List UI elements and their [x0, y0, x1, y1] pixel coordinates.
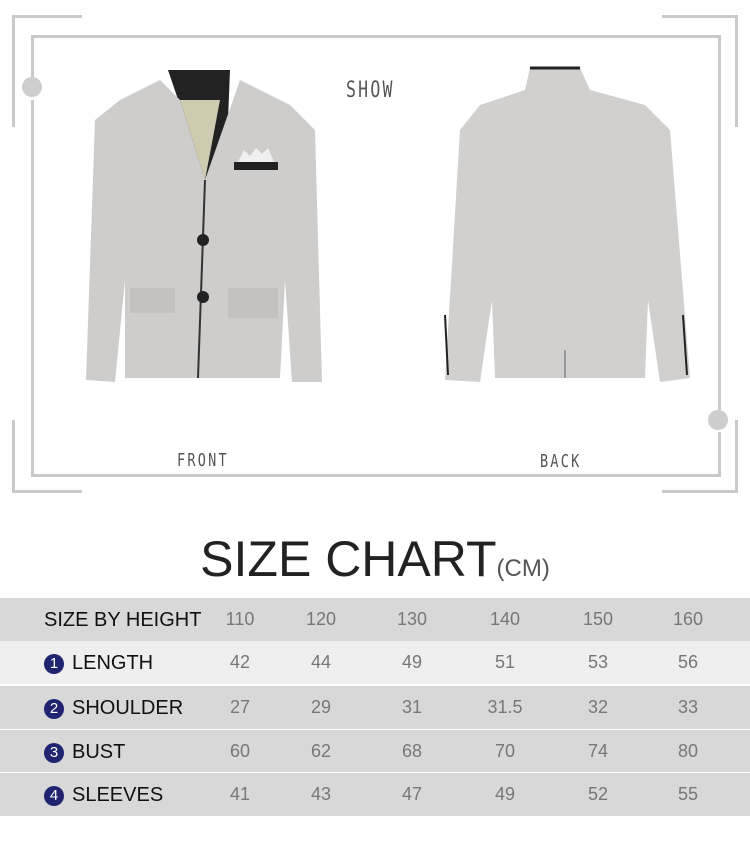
- row-label-text: SLEEVES: [72, 784, 164, 806]
- table-cell: 51: [494, 652, 516, 672]
- table-row: 4 SLEEVES 41 43 47 49 52 55: [0, 772, 750, 816]
- table-cell: 49: [401, 652, 423, 672]
- table-cell: 29: [310, 697, 332, 717]
- unit-label: (CM): [496, 555, 550, 582]
- row-label-text: BUST: [72, 741, 126, 763]
- row-number-badge: 3: [44, 742, 64, 763]
- size-header-cell: 120: [305, 609, 337, 629]
- size-header-cell: 110: [225, 609, 255, 629]
- table-cell: 60: [229, 741, 251, 761]
- table-cell: 68: [401, 741, 423, 761]
- table-cell: 41: [229, 784, 251, 804]
- size-header-cell: 160: [672, 609, 704, 629]
- table-cell: 31: [401, 697, 423, 717]
- table-cell: 80: [677, 741, 699, 761]
- jacket-front-image: [86, 70, 322, 382]
- table-cell: 56: [677, 652, 699, 672]
- table-cell: 74: [587, 741, 609, 761]
- row-label-text: SIZE BY HEIGHT: [44, 609, 202, 631]
- front-label: FRONT: [177, 450, 229, 471]
- table-cell: 44: [310, 652, 332, 672]
- size-header-cell: 150: [582, 609, 614, 629]
- row-label: 1 LENGTH: [44, 652, 153, 675]
- row-number-badge: 4: [44, 785, 64, 806]
- row-number-badge: 1: [44, 653, 64, 674]
- table-cell: 70: [494, 741, 516, 761]
- table-row: 2 SHOULDER 27 29 31 31.5 32 33: [0, 685, 750, 729]
- jacket-back-image: [444, 66, 690, 382]
- show-title: SHOW: [346, 78, 395, 103]
- table-cell: 33: [677, 697, 699, 717]
- size-header-cell: 130: [396, 609, 428, 629]
- table-cell: 27: [229, 697, 251, 717]
- row-label-text: LENGTH: [72, 652, 154, 674]
- table-cell: 47: [401, 784, 423, 804]
- table-cell: 42: [229, 652, 251, 672]
- table-header-row: SIZE BY HEIGHT 110 120 130 140 150 160: [0, 598, 750, 641]
- size-chart-heading: SIZE CHART: [200, 531, 497, 587]
- table-cell: 62: [310, 741, 332, 761]
- row-number-badge: 2: [44, 698, 64, 719]
- row-label: 4 SLEEVES: [44, 784, 163, 807]
- table-cell: 55: [677, 784, 699, 804]
- table-cell: 32: [587, 697, 609, 717]
- table-cell: 52: [587, 784, 609, 804]
- row-label: SIZE BY HEIGHT: [44, 609, 201, 632]
- table-cell: 53: [587, 652, 609, 672]
- row-label-text: SHOULDER: [72, 697, 184, 719]
- row-label: 3 BUST: [44, 741, 125, 764]
- table-row: 3 BUST 60 62 68 70 74 80: [0, 729, 750, 773]
- row-label: 2 SHOULDER: [44, 697, 183, 720]
- table-cell: 43: [310, 784, 332, 804]
- table-row: 1 LENGTH 42 44 49 51 53 56: [0, 641, 750, 684]
- size-header-cell: 140: [489, 609, 521, 629]
- table-cell: 31.5: [487, 697, 523, 717]
- back-label: BACK: [540, 451, 582, 472]
- size-chart-title: SIZE CHART(CM): [0, 530, 750, 588]
- table-cell: 49: [494, 784, 516, 804]
